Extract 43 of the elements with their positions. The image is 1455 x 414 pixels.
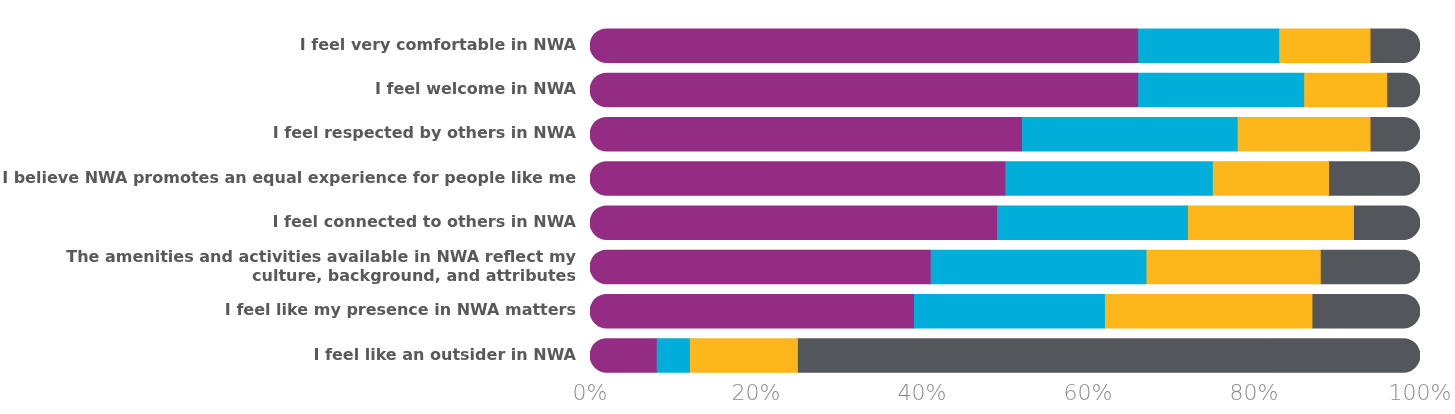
- bar: [1278, 28, 1371, 64]
- x-tick-label: 80%: [1229, 379, 1279, 405]
- x-tick-label: 100%: [1388, 379, 1452, 405]
- bar: [590, 72, 1139, 108]
- bar: [1104, 293, 1313, 329]
- x-tick-label: 0%: [572, 379, 608, 405]
- bar: [996, 205, 1188, 241]
- bar: [590, 28, 1139, 64]
- bar: [1004, 161, 1213, 196]
- bar: [1212, 161, 1330, 196]
- bar: [1311, 293, 1420, 329]
- bar: [1137, 28, 1280, 64]
- bar: [590, 338, 657, 373]
- bar: [797, 338, 1420, 373]
- y-tick-label: I believe NWA promotes an equal experience for people like me: [2, 167, 577, 187]
- bar: [1237, 116, 1371, 152]
- bar: [1353, 205, 1420, 241]
- y-tick-label: I feel very comfortable in NWA: [299, 34, 577, 54]
- x-tick-label: 20%: [731, 379, 781, 405]
- bar: [590, 249, 931, 285]
- x-tick-label: 60%: [1063, 379, 1113, 405]
- bar: [929, 249, 1147, 285]
- bar: [1328, 161, 1420, 196]
- bar: [590, 161, 1006, 196]
- bar: [1320, 249, 1420, 285]
- bar: [590, 293, 915, 329]
- bar: [913, 293, 1105, 329]
- bar: [590, 116, 1022, 152]
- bar: [1187, 205, 1354, 241]
- x-tick-label: 40%: [897, 379, 947, 405]
- y-tick-label: I feel like my presence in NWA matters: [224, 300, 576, 320]
- bar: [656, 338, 690, 373]
- y-tick-label: The amenities and activities available in NWA reflect my culture, background, and attributes: [66, 246, 577, 285]
- bar: [1021, 116, 1238, 152]
- y-tick-label: I feel respected by others in NWA: [272, 123, 577, 143]
- bar: [1303, 72, 1388, 108]
- bar: [590, 205, 998, 241]
- y-tick-label: I feel welcome in NWA: [374, 79, 577, 99]
- bar: [689, 338, 798, 373]
- y-tick-label: I feel like an outsider in NWA: [313, 344, 577, 364]
- bar: [1145, 249, 1321, 285]
- y-tick-label: I feel connected to others in NWA: [272, 211, 577, 231]
- bar: [1137, 72, 1305, 108]
